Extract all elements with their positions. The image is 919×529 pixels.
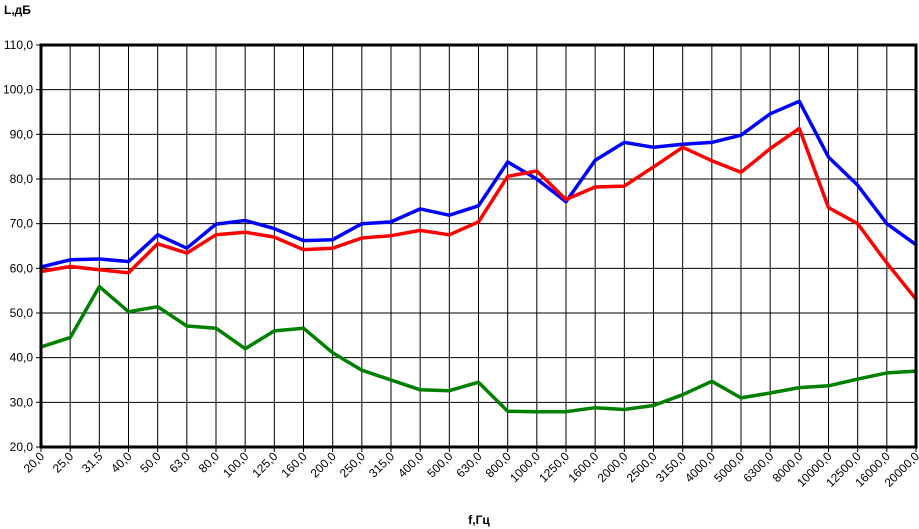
- x-tick-label: 1000,0: [507, 449, 543, 485]
- x-tick-label: 160,0: [278, 449, 309, 480]
- x-tick-label: 250,0: [337, 449, 368, 480]
- x-tick-label: 315,0: [366, 449, 397, 480]
- y-tick-label: 40,0: [10, 351, 34, 365]
- x-tick-label: 40,0: [108, 449, 135, 476]
- y-tick-label: 60,0: [10, 261, 34, 275]
- x-tick-label: 125,0: [249, 449, 280, 480]
- y-tick-label: 90,0: [10, 127, 34, 141]
- y-tick-label: 50,0: [10, 306, 34, 320]
- x-tick-label: 500,0: [424, 449, 455, 480]
- x-tick-label: 100,0: [220, 449, 251, 480]
- series-line-3: [39, 284, 918, 414]
- series-line-1: [39, 99, 918, 269]
- y-tick-label: 30,0: [10, 395, 34, 409]
- plot-frame: [39, 43, 918, 449]
- series-lines: [39, 99, 918, 414]
- y-axis-title: L,дБ: [4, 3, 31, 17]
- grid: [36, 44, 917, 452]
- x-tick-label: 5000,0: [711, 449, 747, 485]
- x-tick-label: 2000,0: [595, 449, 631, 485]
- x-tick-label: 80,0: [196, 449, 223, 476]
- x-axis-title: f,Гц: [468, 513, 490, 527]
- y-tick-label: 100,0: [3, 83, 33, 97]
- series-line-2: [39, 126, 918, 301]
- x-tick-label: 50,0: [137, 449, 164, 476]
- x-tick-label: 63,0: [167, 449, 194, 476]
- x-tick-label: 4000,0: [682, 449, 718, 485]
- x-tick-label: 1250,0: [536, 449, 572, 485]
- x-tick-label: 3150,0: [653, 449, 689, 485]
- x-tick-labels: 20,0 25,0 31,5 40,0 50,0 63,0 80,0100,0125,016…: [21, 449, 919, 490]
- y-tick-label: 110,0: [4, 38, 33, 52]
- y-tick-label: 80,0: [10, 172, 34, 186]
- x-tick-label: 25,0: [50, 449, 77, 476]
- x-tick-label: 1600,0: [565, 449, 601, 485]
- x-tick-label: 31,5: [79, 449, 106, 476]
- x-tick-label: 6300,0: [740, 449, 776, 485]
- y-tick-labels: 20,0 30,0 40,0 50,0 60,0 70,0 80,0 90,0 100,0 110…: [3, 38, 33, 454]
- x-tick-label: 400,0: [395, 449, 426, 480]
- x-tick-label: 200,0: [308, 449, 339, 480]
- y-tick-label: 20,0: [10, 440, 34, 454]
- y-tick-label: 70,0: [10, 217, 34, 231]
- x-tick-label: 2500,0: [624, 449, 660, 485]
- x-tick-label: 630,0: [453, 449, 484, 480]
